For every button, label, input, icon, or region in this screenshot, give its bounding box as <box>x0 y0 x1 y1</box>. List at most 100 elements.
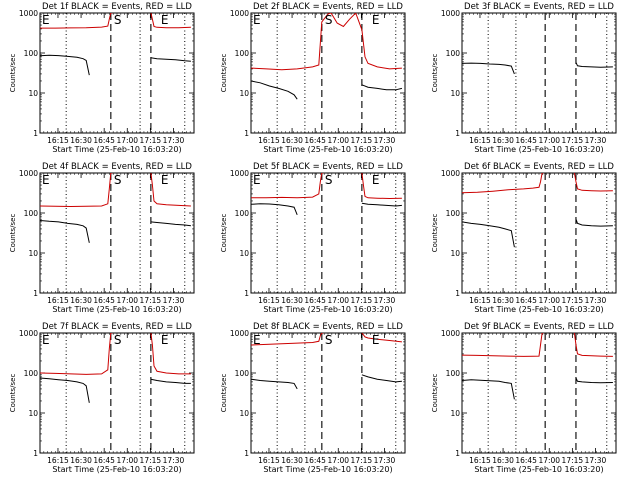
chart-8-series-lld-line <box>251 333 324 346</box>
chart-2-series-events-line <box>361 84 403 91</box>
chart-7-y-tick-label: 1 <box>33 449 38 458</box>
chart-9-series-events-line <box>575 377 613 384</box>
chart-8-x-tick-label: 17:15 <box>351 456 373 465</box>
chart-3-x-tick-label: 16:30 <box>492 136 514 145</box>
chart-8-event-marker: E <box>372 333 380 347</box>
chart-8-x-tick-label: 16:45 <box>304 456 326 465</box>
chart-4-x-tick-label: 17:30 <box>163 296 185 305</box>
chart-4-y-tick-label: 1000 <box>19 169 38 178</box>
chart-9-x-tick-label: 16:45 <box>515 456 537 465</box>
chart-4-y-tick-label: 10 <box>28 249 38 258</box>
chart-7-series-events-line <box>40 377 90 403</box>
chart-9-y-tick-label: 100 <box>446 369 461 378</box>
chart-5-x-tick-label: 17:00 <box>327 296 349 305</box>
chart-3-y-tick-label: 1 <box>455 129 460 138</box>
chart-7-event-marker: E <box>42 333 50 347</box>
chart-7-plot-frame <box>39 332 195 454</box>
chart-1-y-tick-label: 1000 <box>19 9 38 18</box>
chart-2-series-events-line <box>251 80 298 100</box>
chart-1-y-tick-label: 1 <box>33 129 38 138</box>
chart-9-x-tick-label: 17:30 <box>585 456 607 465</box>
chart-4-event-marker: S <box>114 173 122 187</box>
chart-panel-3: Det 3f BLACK = Events, RED = LLD 1 10 100 10… <box>431 2 617 154</box>
chart-7-event-marker: S <box>114 333 122 347</box>
chart-2-event-marker: S <box>325 13 333 27</box>
chart-9-x-tick-label: 17:00 <box>538 456 560 465</box>
chart-6-x-axis-label: Start Time (25-Feb-10 16:03:20) <box>474 305 603 314</box>
chart-7-x-tick-label: 17:15 <box>140 456 162 465</box>
chart-3-x-tick-label: 17:00 <box>538 136 560 145</box>
chart-3-x-axis-label: Start Time (25-Feb-10 16:03:20) <box>474 145 603 154</box>
chart-4-x-tick-label: 17:00 <box>116 296 138 305</box>
chart-2-x-tick-label: 16:45 <box>304 136 326 145</box>
chart-8-y-tick-label: 100 <box>235 369 250 378</box>
chart-2-x-tick-label: 17:30 <box>374 136 396 145</box>
chart-6-y-tick-label: 1000 <box>441 169 460 178</box>
chart-7-y-tick-label: 10 <box>28 409 38 418</box>
chart-1-x-tick-label: 16:45 <box>93 136 115 145</box>
chart-3-y-tick-label: 1000 <box>441 9 460 18</box>
chart-6-y-tick-label: 10 <box>450 249 460 258</box>
chart-8-title: Det 8f BLACK = Events, RED = LLD <box>253 322 403 332</box>
chart-5-plot-frame <box>250 172 406 294</box>
chart-5-series-events-line <box>251 203 298 215</box>
chart-4-x-tick-label: 16:45 <box>93 296 115 305</box>
chart-7-event-marker: E <box>161 333 169 347</box>
chart-7-y-axis-label: Counts/sec <box>9 374 17 413</box>
chart-5-event-marker: E <box>253 173 261 187</box>
chart-6-x-tick-label: 16:45 <box>515 296 537 305</box>
chart-9-x-tick-label: 16:15 <box>469 456 491 465</box>
chart-8-series-events-line <box>251 378 298 390</box>
chart-5-y-axis-label: Counts/sec <box>220 214 228 253</box>
chart-3-x-tick-label: 16:15 <box>469 136 491 145</box>
chart-4-series-events-line <box>40 220 90 243</box>
chart-1-event-marker: E <box>161 13 169 27</box>
chart-8-series-lld-line <box>361 333 402 343</box>
chart-2-title: Det 2f BLACK = Events, RED = LLD <box>253 2 403 12</box>
chart-7-x-tick-label: 17:30 <box>163 456 185 465</box>
chart-8-event-marker: E <box>253 333 261 347</box>
chart-3-plot-frame <box>461 12 617 134</box>
chart-9-series-lld-line <box>462 333 544 357</box>
chart-1-y-tick-label: 10 <box>28 89 38 98</box>
chart-2-plot-frame <box>250 12 406 134</box>
chart-4-series-lld-line <box>40 173 113 208</box>
chart-3-title: Det 3f BLACK = Events, RED = LLD <box>464 2 614 12</box>
chart-9-y-tick-label: 1 <box>455 449 460 458</box>
chart-1-x-tick-label: 16:30 <box>70 136 92 145</box>
chart-9-y-tick-label: 10 <box>450 409 460 418</box>
chart-2-event-marker: E <box>372 13 380 27</box>
chart-6-y-tick-label: 100 <box>446 209 461 218</box>
chart-3-series-events-line <box>462 62 515 75</box>
chart-3-y-tick-label: 10 <box>450 89 460 98</box>
chart-6-x-tick-label: 16:30 <box>492 296 514 305</box>
chart-1-x-axis-label: Start Time (25-Feb-10 16:03:20) <box>52 145 181 154</box>
chart-6-y-axis-label: Counts/sec <box>431 214 439 253</box>
chart-2-series-lld-line <box>251 13 402 71</box>
chart-4-series-lld-line <box>150 173 191 207</box>
chart-1-y-tick-label: 100 <box>24 49 39 58</box>
chart-2-x-tick-label: 16:30 <box>281 136 303 145</box>
chart-5-y-tick-label: 10 <box>239 249 249 258</box>
chart-5-x-axis-label: Start Time (25-Feb-10 16:03:20) <box>263 305 392 314</box>
chart-1-event-marker: S <box>114 13 122 27</box>
chart-4-x-tick-label: 17:15 <box>140 296 162 305</box>
chart-8-x-tick-label: 16:15 <box>258 456 280 465</box>
chart-8-x-tick-label: 16:30 <box>281 456 303 465</box>
chart-6-y-tick-label: 1 <box>455 289 460 298</box>
chart-6-title: Det 6f BLACK = Events, RED = LLD <box>464 162 614 172</box>
chart-9-series-events-line <box>462 379 515 400</box>
chart-5-series-lld-line <box>361 173 402 200</box>
chart-2-event-marker: E <box>253 13 261 27</box>
chart-8-series-events-line <box>361 374 402 383</box>
chart-2-y-tick-label: 100 <box>235 49 250 58</box>
chart-7-x-tick-label: 16:45 <box>93 456 115 465</box>
chart-2-x-axis-label: Start Time (25-Feb-10 16:03:20) <box>263 145 392 154</box>
chart-2-x-tick-label: 16:15 <box>258 136 280 145</box>
chart-1-title: Det 1f BLACK = Events, RED = LLD <box>42 2 192 12</box>
chart-5-series-events-line <box>361 202 402 207</box>
chart-8-y-tick-label: 10 <box>239 409 249 418</box>
chart-4-y-tick-label: 1 <box>33 289 38 298</box>
chart-6-series-lld-line <box>462 173 544 194</box>
chart-2-y-tick-label: 10 <box>239 89 249 98</box>
